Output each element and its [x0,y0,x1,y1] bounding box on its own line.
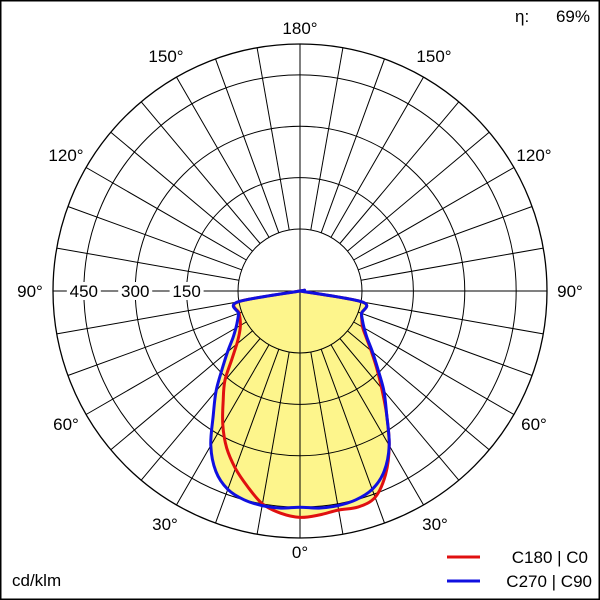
grid-spoke-150 [330,344,424,506]
angle-label-60: 60° [53,415,79,434]
grid-spoke-220 [140,338,261,481]
grid-spoke-260 [56,301,239,335]
angle-label-120: 120° [48,146,83,165]
grid-spoke-60 [353,167,515,261]
unit-label: cd/klm [12,571,61,590]
grid-spoke-200 [215,349,280,524]
grid-spoke-50 [347,131,490,252]
grid-spoke-100 [361,301,544,335]
legend-label-c0: C180 | C0 [512,548,588,567]
angle-labels: 0° 30° 30° 60° 60° 90° 90° 120° 120° 150° 150° 180° [17,19,583,562]
grid-spoke-110 [358,311,533,376]
angle-label-120: 120° [516,146,551,165]
grid-spoke-340 [215,58,280,233]
grid-spoke-330 [176,76,270,238]
radial-tick-label: 150 [172,282,200,301]
efficiency-value: 69% [556,7,590,26]
angle-label-180: 180° [282,19,317,38]
angle-label-30: 30° [422,515,448,534]
angle-label-0: 0° [292,543,308,562]
legend-label-c90: C270 | C90 [506,572,592,591]
grid-spoke-310 [110,131,253,252]
legend: C180 | C0 C270 | C90 [447,548,592,591]
polar-grid [52,43,548,539]
grid-spoke-120 [353,321,515,415]
grid-spoke-250 [67,311,242,376]
grid-spoke-40 [339,101,460,244]
grid-spoke-140 [339,338,460,481]
grid-spoke-240 [85,321,247,415]
angle-label-30: 30° [152,515,178,534]
angle-label-150: 150° [148,47,183,66]
radial-tick-labels: 150 300 450 [66,282,204,301]
radial-tick-label: 450 [70,282,98,301]
angle-label-90: 90° [557,282,583,301]
curve-c270-c90 [209,288,391,510]
tick-bg-150 [169,282,204,300]
grid-spoke-160 [320,349,385,524]
grid-spoke-20 [320,58,385,233]
grid-spoke-80 [361,247,544,281]
angle-label-90: 90° [17,282,43,301]
tick-bg-450 [66,282,101,300]
grid-spoke-70 [358,206,533,271]
grid-spoke-170 [310,352,344,535]
intensity-curves [209,288,391,519]
grid-spoke-10 [310,47,344,230]
grid-spoke-290 [67,206,242,271]
grid-spoke-350 [256,47,290,230]
grid-spoke-300 [85,167,247,261]
grid-spoke-30 [330,76,424,238]
grid-spoke-320 [140,101,261,244]
grid-spoke-280 [56,247,239,281]
angle-label-150: 150° [416,47,451,66]
radial-tick-label: 300 [121,282,149,301]
efficiency-symbol: η: [515,7,529,26]
angle-label-60: 60° [521,415,547,434]
tick-bg-300 [118,282,153,300]
